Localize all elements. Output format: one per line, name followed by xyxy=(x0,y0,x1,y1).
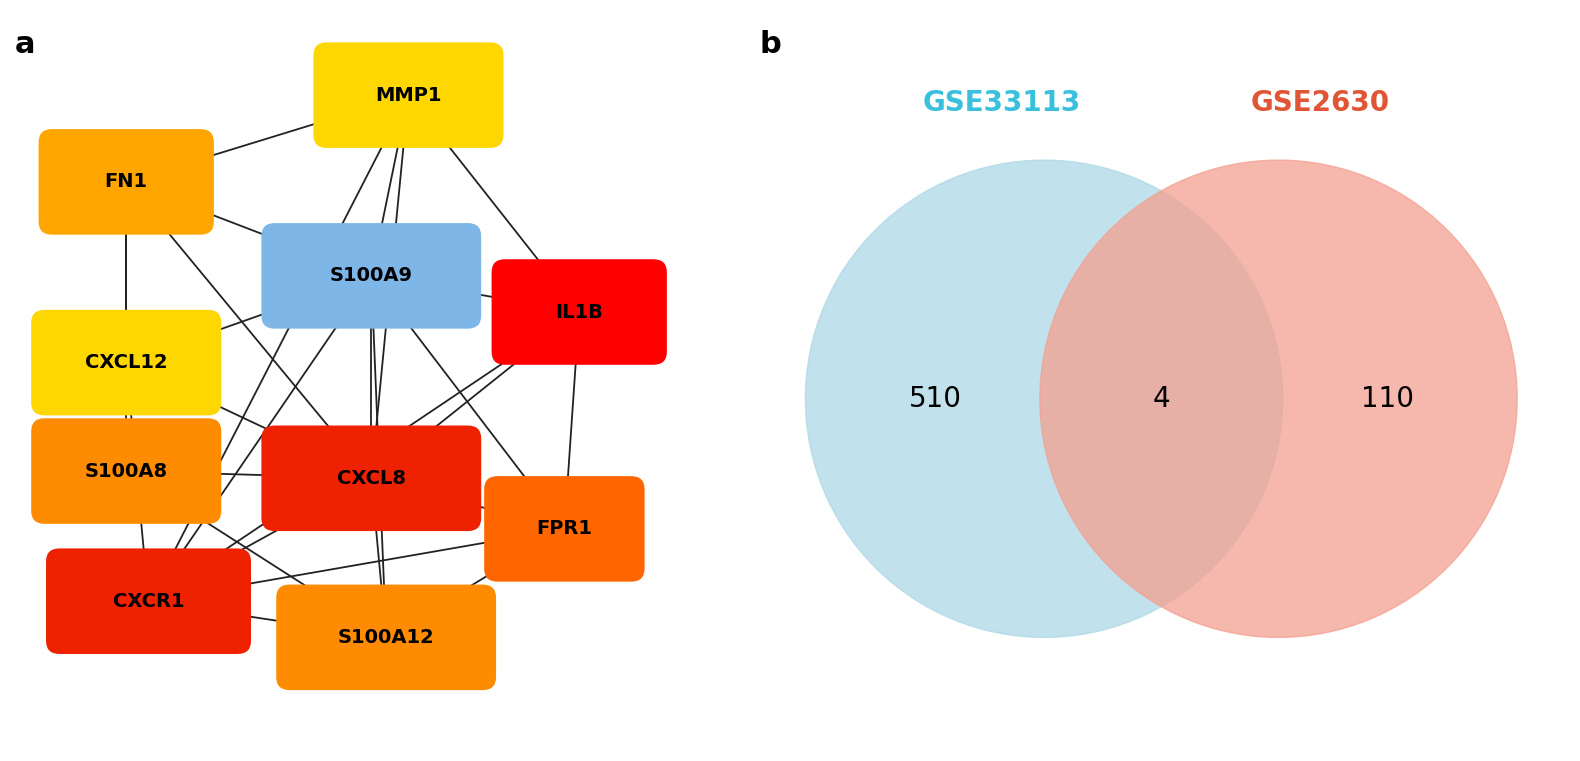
Text: CXCR1: CXCR1 xyxy=(112,592,185,610)
FancyBboxPatch shape xyxy=(32,419,221,524)
Text: IL1B: IL1B xyxy=(555,303,604,321)
Text: S100A9: S100A9 xyxy=(330,266,412,285)
FancyBboxPatch shape xyxy=(261,223,482,329)
FancyBboxPatch shape xyxy=(38,129,213,234)
Text: 110: 110 xyxy=(1360,385,1414,412)
Text: MMP1: MMP1 xyxy=(374,86,442,104)
Text: GSE33113: GSE33113 xyxy=(923,89,1081,116)
Text: a: a xyxy=(14,30,35,59)
Text: S100A12: S100A12 xyxy=(338,628,435,647)
Text: FN1: FN1 xyxy=(104,173,149,191)
FancyBboxPatch shape xyxy=(261,425,482,531)
Text: S100A8: S100A8 xyxy=(85,462,167,480)
FancyBboxPatch shape xyxy=(46,549,251,654)
FancyBboxPatch shape xyxy=(491,260,667,365)
Ellipse shape xyxy=(806,160,1283,638)
Text: CXCL12: CXCL12 xyxy=(85,353,167,372)
Text: 510: 510 xyxy=(908,385,962,412)
FancyBboxPatch shape xyxy=(276,584,496,690)
FancyBboxPatch shape xyxy=(313,43,504,148)
FancyBboxPatch shape xyxy=(32,310,221,416)
FancyBboxPatch shape xyxy=(483,476,645,581)
Text: 4: 4 xyxy=(1152,385,1171,412)
Ellipse shape xyxy=(1040,160,1517,638)
Text: CXCL8: CXCL8 xyxy=(337,469,406,488)
Text: GSE2630: GSE2630 xyxy=(1251,89,1390,116)
Text: FPR1: FPR1 xyxy=(536,520,592,538)
Text: b: b xyxy=(760,30,781,59)
